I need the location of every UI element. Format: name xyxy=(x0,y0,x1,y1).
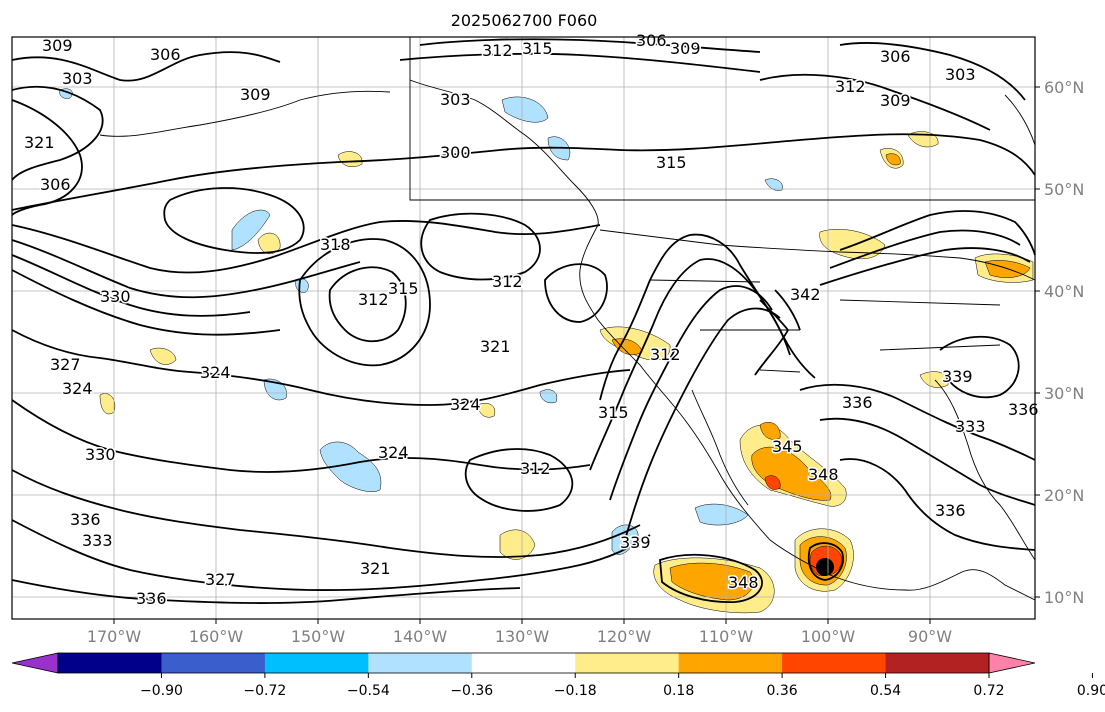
longitude-label: 140°W xyxy=(393,627,448,646)
contour-label: 318 xyxy=(320,235,351,254)
latitude-label: 20°N xyxy=(1044,486,1084,505)
longitude-label: 90°W xyxy=(908,627,952,646)
contour-label: 309 xyxy=(240,85,271,104)
contour-label: 333 xyxy=(82,531,113,550)
contour-labels: 309 303 306 309 312 315 306 309 303 306 … xyxy=(23,30,1041,610)
contour-label: 303 xyxy=(945,65,976,84)
latitude-label: 60°N xyxy=(1044,78,1084,97)
colorbar-tick-label: 0.90 xyxy=(1077,683,1105,699)
colorbar-tick-label: 0.36 xyxy=(767,683,798,699)
contour-label: 345 xyxy=(772,437,803,456)
figure-title: 2025062700 F060 xyxy=(451,11,598,30)
map-panel: 309 303 306 309 312 315 306 309 303 306 … xyxy=(11,30,1041,624)
contour-label: 315 xyxy=(598,403,629,422)
contour-label: 312 xyxy=(492,272,523,291)
colorbar-bin xyxy=(368,653,473,673)
colorbar-bin xyxy=(471,653,576,673)
longitude-label: 110°W xyxy=(699,627,754,646)
contour-label: 303 xyxy=(440,90,471,109)
latitude-label: 30°N xyxy=(1044,384,1084,403)
contour-label: 324 xyxy=(62,379,93,398)
contour-label: 321 xyxy=(480,337,511,356)
colorbar-tick-label: 0.72 xyxy=(973,683,1004,699)
contour-label: 324 xyxy=(200,363,231,382)
contour-label: 312 xyxy=(358,290,389,309)
colorbar-extend-low xyxy=(11,652,59,674)
contour-label: 336 xyxy=(842,393,873,412)
contour-label: 327 xyxy=(50,355,81,374)
latitude-label: 40°N xyxy=(1044,282,1084,301)
contour-label: 309 xyxy=(880,91,911,110)
contour-label: 339 xyxy=(942,367,973,386)
latitude-label: 50°N xyxy=(1044,180,1084,199)
longitude-label: 150°W xyxy=(291,627,346,646)
contour-label: 303 xyxy=(62,69,93,88)
contour-label: 306 xyxy=(40,175,71,194)
longitude-label: 120°W xyxy=(597,627,652,646)
contour-label: 336 xyxy=(70,510,101,529)
contour-label: 324 xyxy=(450,395,481,414)
contour-label: 309 xyxy=(42,36,73,55)
colorbar-tick-label: 0.18 xyxy=(663,683,694,699)
colorbar-tick-label: −0.18 xyxy=(554,683,597,699)
longitude-labels: 170°W 160°W 150°W 140°W 130°W 120°W 110°W 100°W… xyxy=(87,627,952,646)
contour-label: 312 xyxy=(835,77,866,96)
contour-label: 348 xyxy=(808,465,839,484)
contour-label: 342 xyxy=(790,285,821,304)
contour-label: 330 xyxy=(85,445,116,464)
contour-label: 339 xyxy=(620,533,651,552)
contour-label: 306 xyxy=(880,47,911,66)
contour-label: 348 xyxy=(728,573,759,592)
contour-label: 306 xyxy=(636,31,667,50)
contour-label: 312 xyxy=(520,459,551,478)
contour-label: 306 xyxy=(150,45,181,64)
colorbar-bin xyxy=(885,653,990,673)
contour-label: 336 xyxy=(136,589,167,608)
latitude-labels: 60°N 50°N 40°N 30°N 20°N 10°N xyxy=(1044,78,1084,607)
colorbar-bin xyxy=(782,653,887,673)
contour-label: 309 xyxy=(670,39,701,58)
longitude-label: 130°W xyxy=(495,627,550,646)
tropical-cyclone-center-marker xyxy=(816,558,834,576)
contour-label: 312 xyxy=(482,41,513,60)
colorbar-tick-label: 0.54 xyxy=(870,683,901,699)
colorbar-bin xyxy=(161,653,266,673)
longitude-label: 100°W xyxy=(801,627,856,646)
colorbar-tick-label: −0.54 xyxy=(347,683,390,699)
colorbar-bin xyxy=(678,653,783,673)
contour-label: 321 xyxy=(360,559,391,578)
contour-label: 333 xyxy=(955,417,986,436)
colorbar: −0.90 −0.72 −0.54 −0.36 −0.18 0.18 0.36 0.54 0.7… xyxy=(11,652,1105,699)
colorbar-extend-high xyxy=(988,652,1036,674)
colorbar-bin xyxy=(58,653,162,673)
longitude-label: 160°W xyxy=(189,627,244,646)
contour-label: 312 xyxy=(650,345,681,364)
map-frame xyxy=(11,36,1036,620)
contour-label: 330 xyxy=(100,287,131,306)
contours xyxy=(11,38,1036,604)
contour-label: 315 xyxy=(522,39,553,58)
contour-label: 324 xyxy=(378,443,409,462)
contour-label: 315 xyxy=(388,279,419,298)
colorbar-bin xyxy=(575,653,680,673)
graticule xyxy=(12,37,1040,624)
latitude-label: 10°N xyxy=(1044,588,1084,607)
longitude-label: 170°W xyxy=(87,627,142,646)
contour-label: 336 xyxy=(935,501,966,520)
contour-label: 321 xyxy=(24,133,55,152)
contour-label: 300 xyxy=(440,143,471,162)
contour-label: 327 xyxy=(205,570,236,589)
contour-label: 315 xyxy=(656,153,687,172)
colorbar-tick-label: −0.72 xyxy=(243,683,286,699)
colorbar-bin xyxy=(264,653,369,673)
colorbar-tick-label: −0.90 xyxy=(140,683,183,699)
shaded-field xyxy=(59,88,1034,614)
contour-label: 336 xyxy=(1008,400,1039,419)
colorbar-tick-label: −0.36 xyxy=(450,683,493,699)
coastlines xyxy=(99,37,1036,601)
